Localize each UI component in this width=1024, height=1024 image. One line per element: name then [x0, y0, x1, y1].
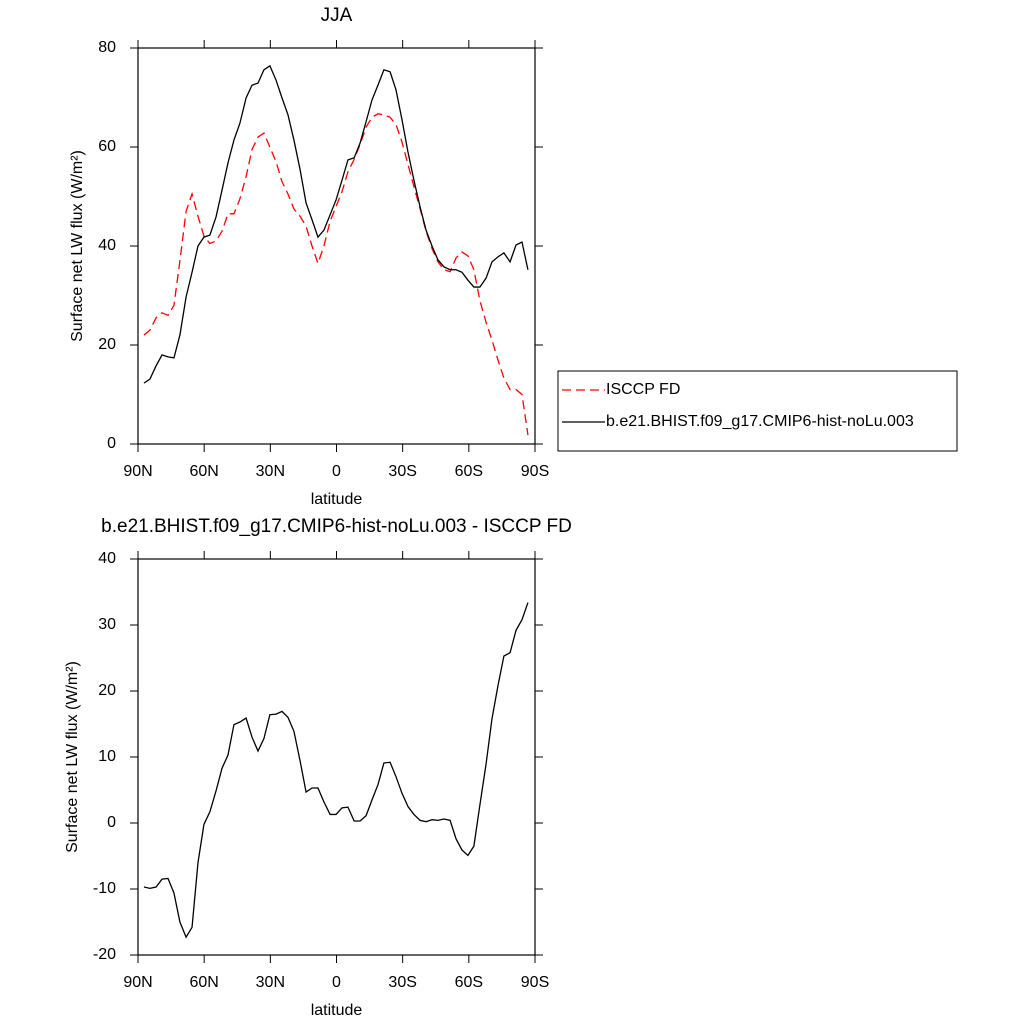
- y-tick-label: 0: [107, 435, 116, 452]
- y-tick-label: 80: [98, 39, 116, 56]
- x-tick-label: 30S: [388, 974, 416, 991]
- y-tick-label: -20: [93, 946, 116, 963]
- chart-title: JJA: [321, 5, 353, 26]
- data-line: [143, 64, 529, 384]
- y-tick-label: 40: [98, 550, 116, 567]
- data-line: [143, 602, 529, 939]
- y-axis-label: Surface net LW flux (W/m²): [64, 661, 81, 853]
- x-tick-label: 30S: [388, 463, 416, 480]
- y-tick-label: -10: [93, 880, 116, 897]
- data-line: [143, 113, 529, 436]
- y-tick-label: 30: [98, 616, 116, 633]
- y-tick-label: 20: [98, 336, 116, 353]
- y-axis-label: Surface net LW flux (W/m²): [69, 150, 86, 342]
- x-tick-label: 60N: [189, 463, 218, 480]
- chart-title: b.e21.BHIST.f09_g17.CMIP6-hist-noLu.003 …: [101, 516, 572, 537]
- x-tick-label: 90N: [123, 974, 152, 991]
- y-tick-label: 60: [98, 138, 116, 155]
- legend-box: [557, 370, 958, 452]
- x-tick-label: 0: [332, 974, 341, 991]
- x-tick-label: 60S: [455, 463, 483, 480]
- y-tick-label: 10: [98, 748, 116, 765]
- y-tick-label: 0: [107, 814, 116, 831]
- x-axis-label: latitude: [311, 491, 363, 508]
- x-tick-label: 30N: [256, 463, 285, 480]
- legend-label: ISCCP FD: [606, 381, 680, 398]
- x-tick-label: 60S: [455, 974, 483, 991]
- legend-label: b.e21.BHIST.f09_g17.CMIP6-hist-noLu.003: [606, 413, 914, 430]
- x-tick-label: 0: [332, 463, 341, 480]
- y-tick-label: 20: [98, 682, 116, 699]
- x-tick-label: 90S: [521, 463, 549, 480]
- y-tick-label: 40: [98, 237, 116, 254]
- x-tick-label: 60N: [189, 974, 218, 991]
- x-tick-label: 30N: [256, 974, 285, 991]
- x-tick-label: 90N: [123, 463, 152, 480]
- plot-frame: [137, 558, 536, 956]
- x-tick-label: 90S: [521, 974, 549, 991]
- x-axis-label: latitude: [311, 1002, 363, 1019]
